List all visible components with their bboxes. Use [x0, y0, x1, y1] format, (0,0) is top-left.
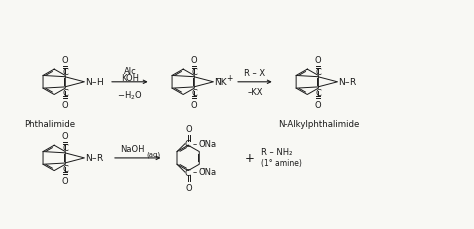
- Text: C: C: [191, 67, 197, 76]
- Text: –: –: [91, 77, 96, 86]
- Text: N̅K: N̅K: [214, 77, 227, 86]
- Text: KOH: KOH: [121, 74, 139, 82]
- Text: –: –: [193, 167, 197, 176]
- Text: O: O: [315, 56, 321, 65]
- Text: +: +: [226, 74, 233, 83]
- Text: C: C: [185, 140, 191, 149]
- Text: R – X: R – X: [244, 69, 265, 78]
- Text: O: O: [191, 100, 198, 109]
- Text: –KX: –KX: [247, 87, 263, 96]
- Text: O: O: [62, 131, 69, 140]
- Text: C: C: [62, 143, 68, 152]
- Text: O: O: [185, 183, 192, 192]
- Text: O: O: [62, 56, 69, 65]
- Text: NaOH: NaOH: [120, 144, 145, 153]
- Text: Phthalimide: Phthalimide: [24, 119, 75, 128]
- Text: C: C: [62, 67, 68, 76]
- Text: C: C: [315, 89, 321, 98]
- Text: Alc: Alc: [123, 67, 136, 76]
- Text: O̅Na: O̅Na: [199, 139, 217, 148]
- Text: C: C: [62, 89, 68, 98]
- Text: (aq): (aq): [146, 151, 161, 157]
- Text: O: O: [62, 176, 69, 185]
- Text: O: O: [315, 100, 321, 109]
- Text: O: O: [62, 100, 69, 109]
- Text: N: N: [85, 77, 92, 86]
- Text: –: –: [91, 153, 96, 162]
- Text: O: O: [185, 125, 192, 134]
- Text: N: N: [338, 77, 345, 86]
- Text: R – NH₂: R – NH₂: [261, 147, 292, 156]
- Text: R: R: [349, 77, 356, 86]
- Text: +: +: [245, 152, 255, 165]
- Text: –: –: [193, 139, 197, 148]
- Text: C: C: [185, 168, 191, 177]
- Text: N: N: [85, 153, 92, 162]
- Text: R: R: [96, 153, 102, 162]
- Text: N-Alkylphthalimide: N-Alkylphthalimide: [278, 119, 360, 128]
- Text: C: C: [62, 164, 68, 173]
- Text: O: O: [191, 56, 198, 65]
- Text: $-\mathrm{H_2O}$: $-\mathrm{H_2O}$: [117, 89, 143, 102]
- Text: C: C: [315, 67, 321, 76]
- Text: O̅Na: O̅Na: [199, 167, 217, 176]
- Text: H: H: [96, 77, 103, 86]
- Text: C: C: [191, 89, 197, 98]
- Text: –: –: [345, 77, 349, 86]
- Text: (1° amine): (1° amine): [261, 159, 302, 168]
